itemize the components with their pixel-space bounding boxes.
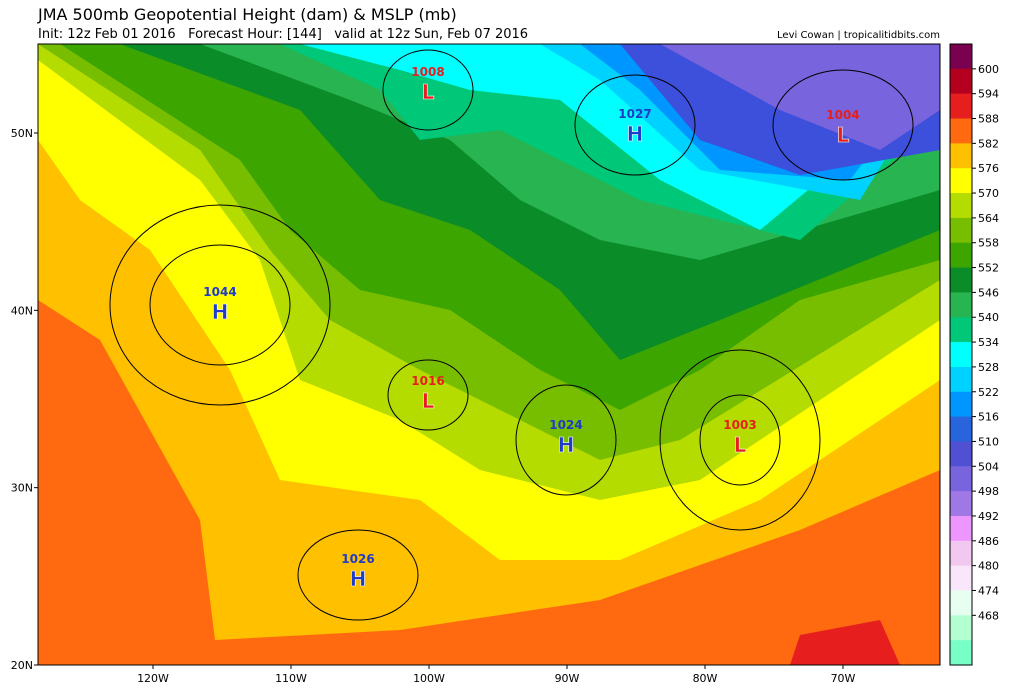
colorbar-segment	[950, 118, 972, 144]
colorbar-segment	[950, 292, 972, 318]
pressure-type: H	[558, 433, 575, 457]
isobars	[109, 49, 914, 621]
lon-label: 110W	[275, 672, 307, 685]
pressure-value: 1024	[549, 418, 582, 432]
pressure-type: H	[627, 122, 644, 146]
colorbar-segment	[950, 540, 972, 567]
colorbar-segment	[950, 317, 972, 343]
colorbar-label: 522	[978, 386, 999, 399]
pressure-type: H	[350, 567, 367, 591]
colorbar-segment	[950, 640, 972, 666]
colorbar-label: 486	[978, 535, 999, 548]
map-frame	[37, 43, 941, 666]
isobar	[515, 384, 617, 496]
pressure-type: L	[837, 123, 850, 147]
pressure-value: 1026	[341, 552, 374, 566]
colorbar-label: 552	[978, 262, 999, 275]
pressure-value: 1016	[411, 374, 444, 388]
colorbar-segment	[950, 68, 972, 95]
colorbar-label: 504	[978, 460, 999, 473]
isobar	[382, 49, 474, 131]
lon-label: 70W	[831, 672, 856, 685]
colorbar-label: 564	[978, 212, 999, 225]
lat-label: 20N	[11, 659, 33, 672]
colorbar-segment	[950, 416, 972, 442]
colorbar-segment	[950, 366, 972, 393]
colorbar-label: 570	[978, 187, 999, 200]
colorbar-label: 480	[978, 560, 999, 573]
pressure-value: 1003	[723, 418, 756, 432]
colorbar-frame	[949, 43, 973, 666]
height-band	[660, 44, 940, 150]
pressure-value: 1004	[826, 108, 859, 122]
colorbar-segment	[950, 466, 972, 492]
colorbar-label: 546	[978, 286, 999, 299]
colorbar-segment	[950, 615, 972, 641]
lon-label: 120W	[137, 672, 169, 685]
colorbar-label: 594	[978, 88, 999, 101]
colorbar-segment	[950, 44, 972, 70]
isobar	[387, 359, 469, 431]
colorbar-label: 474	[978, 584, 999, 597]
pressure-value: 1044	[203, 285, 236, 299]
colorbar-label: 534	[978, 336, 999, 349]
pressure-type: L	[422, 389, 435, 413]
colorbar-label: 588	[978, 113, 999, 126]
colorbar-label: 510	[978, 435, 999, 448]
colorbar-label: 600	[978, 63, 999, 76]
colorbar-segment	[950, 217, 972, 244]
credit: Levi Cowan | tropicalitidbits.com	[777, 30, 940, 41]
colorbar-label: 582	[978, 137, 999, 150]
lon-label: 80W	[693, 672, 718, 685]
lat-label: 50N	[11, 127, 33, 140]
colorbar-segment	[950, 193, 972, 219]
colorbar-label: 516	[978, 411, 999, 424]
colorbar: 600 594 588 582 576 570 564 558 552 546 540 534 528 5…	[949, 43, 999, 666]
subtitle: Init: 12z Feb 01 2016 Forecast Hour: [14…	[38, 27, 528, 42]
isobar	[109, 204, 331, 406]
isobar	[659, 349, 821, 531]
colorbar-label: 558	[978, 237, 999, 250]
lat-label: 30N	[11, 482, 33, 495]
colorbar-segment	[950, 441, 972, 467]
lon-label: 100W	[413, 672, 445, 685]
title: JMA 500mb Geopotential Height (dam) & MS…	[37, 5, 457, 24]
colorbar-segment	[950, 242, 972, 269]
axes: 50N 40N 30N 20N 120W 110W 100W 90W 80W 70W	[11, 127, 856, 685]
colorbar-label: 540	[978, 311, 999, 324]
pressure-type: L	[734, 433, 747, 457]
pressure-value: 1027	[618, 107, 651, 121]
isobar	[297, 529, 419, 621]
colorbar-segment	[950, 93, 972, 120]
isobar	[574, 74, 696, 176]
colorbar-segment	[950, 491, 972, 517]
isobar	[149, 244, 291, 366]
colorbar-segment	[950, 143, 972, 169]
colorbar-segment	[950, 565, 972, 591]
colorbar-label: 468	[978, 609, 999, 622]
isobar	[772, 69, 914, 181]
colorbar-segment	[950, 168, 972, 194]
colorbar-segment	[950, 267, 972, 293]
colorbar-label: 528	[978, 361, 999, 374]
pressure-value: 1008	[411, 65, 444, 79]
pressure-type: L	[422, 80, 435, 104]
lat-label: 40N	[11, 304, 33, 317]
colorbar-segment	[950, 515, 972, 542]
height-band	[790, 620, 900, 665]
pressure-type: H	[212, 300, 229, 324]
isobar	[699, 394, 781, 486]
colorbar-label: 492	[978, 510, 999, 523]
colorbar-segment	[950, 342, 972, 368]
colorbar-segment	[950, 590, 972, 616]
colorbar-segment	[950, 391, 972, 418]
lon-label: 90W	[555, 672, 580, 685]
colorbar-label: 576	[978, 162, 999, 175]
colorbar-label: 498	[978, 485, 999, 498]
